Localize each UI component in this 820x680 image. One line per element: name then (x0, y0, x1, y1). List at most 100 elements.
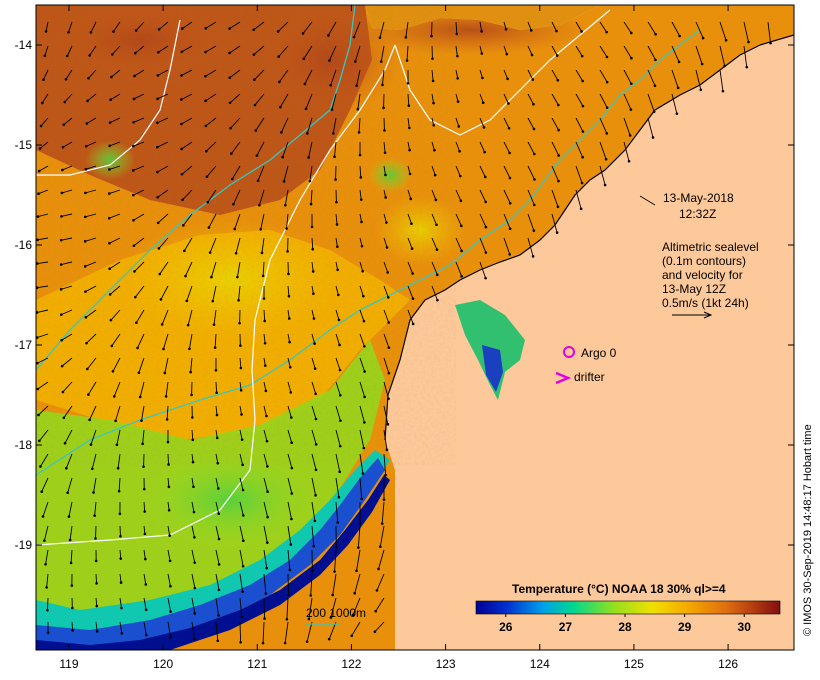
velocity-vector-head (338, 444, 342, 448)
velocity-vector-head (386, 423, 390, 426)
velocity-vector (407, 309, 414, 325)
velocity-vector (302, 21, 313, 34)
velocity-vector (311, 453, 317, 470)
velocity-vector (527, 237, 534, 257)
velocity-vector (133, 237, 145, 247)
velocity-vector (263, 309, 266, 321)
velocity-vector-head (253, 103, 257, 107)
velocity-vector-head (134, 295, 137, 299)
velocity-vector (381, 501, 385, 524)
velocity-vector-head (71, 606, 74, 610)
velocity-vector-head (264, 592, 268, 595)
velocity-vector (230, 141, 241, 154)
velocity-vector-head (338, 343, 341, 347)
velocity-vector-head (555, 29, 558, 33)
velocity-vector (503, 141, 511, 154)
velocity-vector (455, 165, 461, 177)
velocity-vector (767, 21, 772, 44)
velocity-vector (186, 285, 193, 301)
velocity-vector-head (93, 514, 96, 517)
velocity-vector (215, 573, 220, 590)
velocity-vector-head (85, 341, 88, 345)
velocity-vector (647, 93, 655, 112)
velocity-vector-head (363, 395, 366, 399)
velocity-vector (86, 333, 97, 344)
velocity-vector (110, 93, 121, 101)
velocity-vector-head (156, 74, 160, 77)
velocity-vector-head (435, 223, 438, 227)
velocity-vector (479, 189, 487, 203)
velocity-vector (43, 525, 49, 541)
velocity-vector (503, 189, 511, 204)
velocity-vector (383, 381, 389, 399)
velocity-vector-head (67, 30, 70, 34)
velocity-vector-head (238, 321, 241, 325)
velocity-vector (352, 597, 361, 615)
velocity-vector (41, 477, 49, 492)
velocity-vector-head (61, 145, 65, 149)
velocity-vector (62, 141, 73, 148)
velocity-vector (115, 405, 121, 421)
longitude-tick-label: 120 (153, 657, 173, 671)
velocity-vector-head (228, 101, 232, 105)
velocity-vector (551, 165, 559, 182)
velocity-vector-head (131, 169, 135, 172)
velocity-vector-head (41, 515, 45, 518)
velocity-vector-head (480, 30, 483, 33)
velocity-vector-head (84, 290, 87, 293)
velocity-vector (359, 429, 365, 449)
velocity-vector-head (279, 105, 282, 109)
velocity-vector (134, 261, 145, 272)
velocity-vector-head (285, 227, 288, 230)
velocity-vector-head (385, 448, 389, 452)
velocity-vector (335, 261, 339, 270)
velocity-vector-head (215, 413, 219, 417)
velocity-vector (311, 381, 317, 394)
velocity-vector-head (480, 52, 484, 55)
velocity-vector (335, 357, 341, 371)
velocity-vector-head (363, 421, 366, 424)
velocity-vector (455, 69, 459, 79)
velocity-vector-head (169, 610, 172, 613)
velocity-vector-head (189, 370, 192, 374)
velocity-vector (719, 45, 726, 67)
velocity-vector-head (109, 98, 112, 101)
velocity-vector (191, 477, 194, 487)
velocity-vector-head (531, 78, 535, 81)
velocity-vector-head (311, 270, 315, 273)
velocity-vector-head (36, 361, 39, 365)
velocity-vector (623, 45, 632, 59)
velocity-vector (191, 525, 195, 538)
velocity-vector-head (301, 32, 305, 35)
velocity-vector-head (285, 617, 289, 621)
velocity-vector-head (329, 83, 332, 87)
colorbar-tick-label: 27 (559, 620, 573, 634)
velocity-vector-head (191, 438, 195, 442)
velocity-vector (205, 141, 217, 152)
velocity-vector-head (108, 144, 111, 148)
velocity-vector-head (193, 637, 196, 641)
velocity-vector-head (287, 294, 291, 298)
altimetry-line-3: and velocity for (662, 268, 743, 282)
velocity-vector-head (204, 99, 207, 103)
velocity-vector-head (143, 510, 146, 513)
velocity-vector-head (266, 465, 269, 468)
velocity-vector (551, 69, 559, 81)
velocity-vector (239, 405, 242, 415)
velocity-vector (359, 213, 362, 222)
velocity-vector (575, 45, 583, 57)
velocity-vector (335, 405, 341, 421)
velocity-vector (382, 69, 385, 85)
velocity-vector (329, 45, 337, 61)
longitude-tick-label: 121 (247, 657, 267, 671)
velocity-vector (357, 93, 361, 110)
velocity-vector-head (157, 247, 161, 250)
velocity-vector-head (331, 132, 335, 135)
velocity-vector (671, 45, 680, 63)
velocity-vector (383, 213, 387, 223)
velocity-vector-head (132, 218, 135, 222)
velocity-vector-head (118, 512, 122, 516)
velocity-vector (134, 69, 145, 77)
velocity-vector-head (701, 36, 705, 40)
velocity-vector-head (239, 388, 243, 392)
